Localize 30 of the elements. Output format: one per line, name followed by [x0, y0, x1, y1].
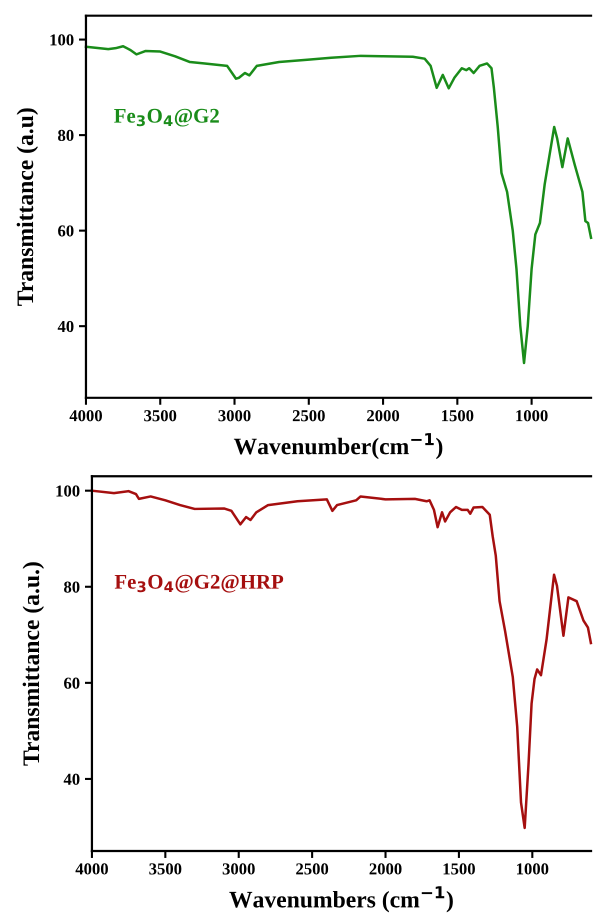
y-tick-label: 100: [56, 485, 80, 497]
y-tick-label: 80: [58, 130, 74, 142]
y-tick-label: 100: [50, 34, 74, 46]
y-axis-title: Transmittance (a.u.): [22, 562, 44, 766]
y-tick-label: 60: [64, 678, 80, 689]
x-tick-label: 2000: [367, 410, 400, 422]
x-tick-label: 1000: [516, 410, 548, 422]
y-tick-label: 40: [64, 774, 80, 785]
x-axis-title: Wavenumber(cm$^{−1}$): [234, 433, 442, 460]
text: Fe$_{3}$O$_{4}$@G2@HRP: [114, 574, 284, 593]
x-tick-label: 4000: [70, 410, 102, 422]
y-tick-label: 60: [58, 225, 74, 237]
x-tick-label: 2000: [370, 863, 402, 875]
line-series: [84, 45, 592, 364]
x-tick-label: 1500: [444, 863, 475, 875]
x-tick-label: 1000: [516, 863, 548, 875]
y-tick-label: 40: [58, 320, 74, 332]
x-tick-label: 1500: [442, 410, 474, 422]
x-axis-title: Wavenumbers (cm$^{−1}$): [229, 886, 453, 912]
x-tick-label: 2500: [292, 410, 325, 422]
x-tick-label: 4000: [76, 863, 108, 875]
x-tick-label: 3000: [222, 863, 255, 875]
x-tick-label: 3000: [218, 410, 251, 422]
y-tick-label: 80: [64, 581, 80, 593]
x-tick-label: 3500: [144, 410, 176, 422]
x-tick-label: 3500: [149, 863, 182, 875]
line-series: [90, 489, 592, 830]
series-label: Fe$_{3}$O$_{4}$@G2: [114, 108, 219, 127]
x-tick-label: 2500: [296, 863, 328, 875]
y-axis-title: Transmittance (a.u): [16, 108, 38, 306]
